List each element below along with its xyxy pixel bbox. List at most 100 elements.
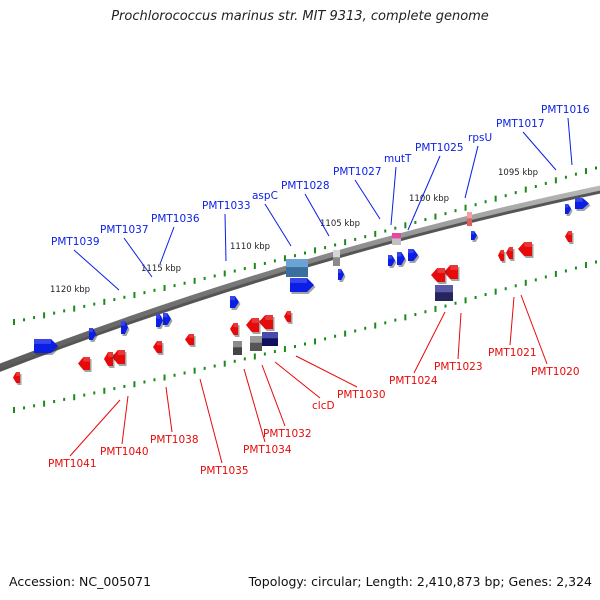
gene-box-PMT1028: [333, 250, 340, 266]
forward-label-leader: [264, 203, 292, 247]
reverse-gene-arrow: [259, 315, 275, 331]
forward-gene-arrow: [471, 231, 479, 242]
reverse-label-leader: [413, 311, 446, 374]
upper-tick-mark: [243, 267, 246, 271]
reverse-gene-arrow: [246, 318, 261, 334]
upper-tick-mark: [143, 291, 146, 295]
forward-gene-arrow: [565, 204, 573, 216]
forward-label-leader: [522, 131, 557, 171]
lower-tick-mark: [314, 338, 317, 345]
lower-tick-mark: [233, 359, 236, 363]
lower-tick-mark: [574, 266, 577, 270]
upper-tick-mark: [93, 302, 96, 306]
lower-tick-mark: [173, 373, 176, 377]
forward-gene-arrow: [34, 339, 60, 355]
forward-gene-label: PMT1017: [496, 118, 545, 130]
upper-tick-mark: [544, 181, 547, 185]
gene-box-PMT1024: [435, 285, 453, 301]
lower-tick-mark: [223, 360, 226, 367]
upper-tick-mark: [464, 204, 467, 211]
reverse-gene-label: PMT1038: [150, 434, 199, 446]
lower-tick-mark: [253, 353, 256, 360]
forward-label-leader: [159, 226, 175, 265]
lower-tick-mark: [364, 326, 367, 330]
upper-tick-mark: [73, 305, 76, 312]
gene-box-aspC: [286, 259, 308, 277]
lower-tick-mark: [554, 270, 557, 277]
reverse-gene-arrow: [565, 231, 574, 244]
upper-tick-mark: [123, 295, 126, 299]
upper-tick-mark: [374, 230, 377, 237]
forward-gene-arrow: [89, 328, 98, 342]
lower-tick-mark: [163, 374, 166, 381]
forward-label-leader: [567, 117, 573, 166]
lower-tick-mark: [153, 378, 156, 382]
reverse-label-leader: [457, 312, 462, 360]
reverse-gene-arrow: [13, 372, 22, 385]
reverse-label-leader: [261, 364, 286, 427]
scale-tick-label: 1110 kbp: [230, 242, 270, 252]
reverse-gene-label: PMT1035: [200, 465, 249, 477]
lower-tick-mark: [374, 322, 377, 329]
upper-tick-mark: [33, 316, 36, 320]
genome-summary-text: Topology: circular; Length: 2,410,873 bp…: [248, 574, 592, 589]
forward-label-leader: [73, 249, 120, 291]
upper-tick-mark: [133, 291, 136, 298]
reverse-gene-label: PMT1020: [531, 366, 580, 378]
reverse-gene-label: PMT1024: [389, 375, 438, 387]
reverse-label-leader: [69, 399, 121, 457]
lower-tick-mark: [584, 261, 587, 268]
upper-tick-mark: [394, 226, 397, 230]
upper-tick-mark: [524, 186, 527, 193]
lower-tick-mark: [404, 314, 407, 321]
forward-gene-arrow: [388, 255, 397, 268]
upper-tick-mark: [304, 251, 306, 255]
upper-tick-mark: [203, 276, 206, 280]
upper-tick-mark: [43, 312, 46, 319]
reverse-gene-label: PMT1021: [488, 347, 537, 359]
lower-tick-mark: [474, 295, 477, 299]
upper-tick-mark: [414, 220, 417, 224]
upper-tick-mark: [584, 168, 587, 175]
lower-tick-mark: [484, 293, 487, 297]
reverse-label-leader: [199, 378, 223, 464]
reverse-label-leader: [295, 355, 358, 388]
reverse-label-leader: [520, 294, 548, 365]
forward-label-leader: [123, 237, 153, 278]
forward-gene-arrow: [121, 321, 130, 336]
lower-tick-mark: [273, 350, 276, 354]
upper-tick-mark: [183, 281, 186, 285]
lower-tick-mark: [143, 380, 146, 384]
gene-box-clcD: [250, 336, 262, 351]
upper-tick-mark: [163, 284, 166, 291]
upper-tick-mark: [193, 277, 196, 284]
lower-tick-mark: [424, 310, 427, 314]
reverse-gene-arrow: [506, 247, 515, 261]
lower-tick-mark: [454, 301, 457, 305]
upper-tick-mark: [103, 298, 106, 305]
upper-tick-mark: [454, 209, 457, 213]
upper-tick-mark: [173, 284, 176, 288]
reverse-gene-label: PMT1032: [263, 428, 312, 440]
upper-tick-mark: [364, 235, 367, 239]
lower-tick-mark: [283, 346, 286, 353]
forward-gene-label: PMT1027: [333, 166, 382, 178]
lower-tick-mark: [113, 387, 116, 391]
reverse-label-leader: [274, 361, 321, 399]
forward-gene-arrow: [338, 269, 346, 282]
lower-tick-mark: [494, 288, 497, 295]
reverse-label-leader: [509, 296, 515, 346]
lower-tick-mark: [344, 330, 347, 337]
forward-label-leader: [304, 193, 330, 237]
lower-tick-mark: [133, 381, 136, 388]
lower-tick-mark: [334, 334, 337, 338]
forward-gene-arrow: [408, 249, 420, 263]
upper-tick-mark: [53, 311, 56, 315]
lower-tick-mark: [263, 352, 266, 356]
upper-tick-mark: [534, 184, 537, 188]
upper-tick-mark: [354, 237, 357, 241]
forward-label-leader: [354, 179, 381, 220]
lower-tick-mark: [544, 275, 547, 279]
upper-tick-mark: [595, 166, 597, 170]
